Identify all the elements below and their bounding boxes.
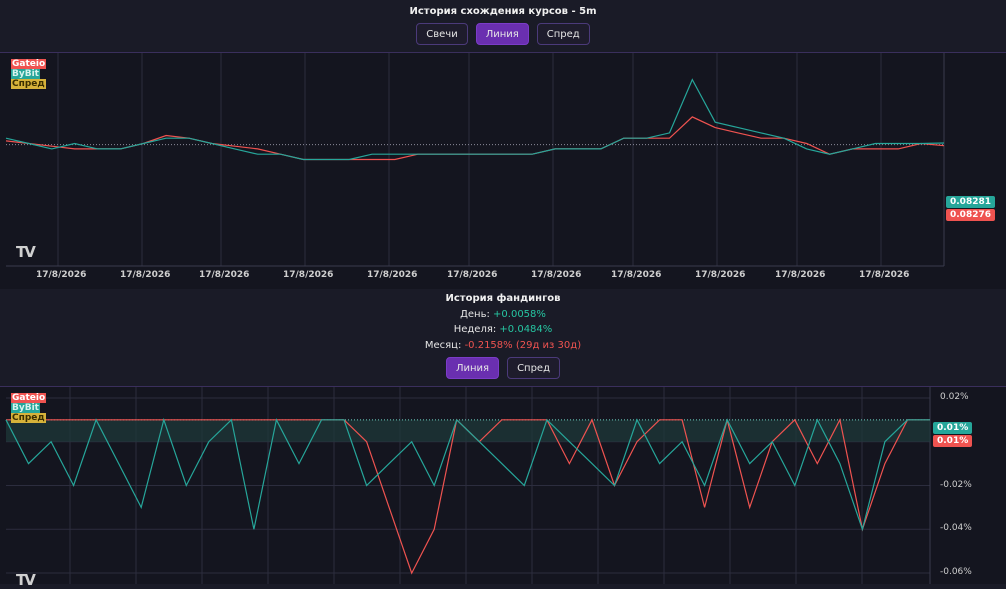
funding-week-label: Неделя: bbox=[453, 324, 497, 335]
funding-month-label: Месяц: bbox=[424, 340, 462, 351]
funding-legend-spread: Спред bbox=[11, 413, 46, 423]
funding-y-tick: -0.02% bbox=[940, 479, 972, 490]
legend-bybit: ByBit bbox=[11, 69, 40, 79]
rates-x-tick: 17/8/2026 bbox=[531, 270, 582, 280]
rates-x-tick: 17/8/2026 bbox=[199, 270, 250, 280]
funding-day-value: +0.0058% bbox=[493, 309, 546, 320]
funding-month: Месяц: -0.2158% (29д из 30д) bbox=[0, 340, 1006, 351]
funding-week: Неделя: +0.0484% bbox=[0, 324, 1006, 335]
funding-chart[interactable]: Gateio ByBit Спред 0.02%0%-0.02%-0.04%-0… bbox=[0, 386, 1006, 589]
funding-month-value: -0.2158% (29д из 30д) bbox=[464, 340, 582, 351]
tab-candles[interactable]: Свечи bbox=[416, 23, 468, 45]
rates-x-tick: 17/8/2026 bbox=[36, 270, 87, 280]
rates-chart-title: История схождения курсов - 5m bbox=[409, 6, 597, 17]
rates-chart-canvas[interactable] bbox=[0, 53, 1006, 289]
rates-x-tick: 17/8/2026 bbox=[611, 270, 662, 280]
legend-spread: Спред bbox=[11, 79, 46, 89]
rates-x-tick: 17/8/2026 bbox=[859, 270, 910, 280]
tab-line[interactable]: Линия bbox=[475, 23, 529, 45]
funding-week-value: +0.0484% bbox=[499, 324, 553, 335]
rates-x-tick: 17/8/2026 bbox=[447, 270, 498, 280]
funding-tradingview-logo: TV bbox=[16, 571, 36, 589]
funding-legend-gateio: Gateio bbox=[11, 393, 47, 403]
bybit-last-price: 0.08281 bbox=[946, 196, 995, 208]
rates-chart-tabs: Свечи Линия Спред bbox=[0, 23, 1006, 45]
rates-series-gateio bbox=[5, 116, 945, 161]
funding-y-tick: -0.06% bbox=[940, 567, 972, 578]
tradingview-logo: TV bbox=[16, 243, 36, 261]
rates-x-tick: 17/8/2026 bbox=[120, 270, 171, 280]
funding-legend-bybit: ByBit bbox=[11, 403, 40, 413]
rates-x-tick: 17/8/2026 bbox=[283, 270, 334, 280]
rates-legend: Gateio ByBit Спред bbox=[11, 59, 47, 89]
rates-x-tick: 17/8/2026 bbox=[695, 270, 746, 280]
rates-chart[interactable]: Gateio ByBit Спред 0.08281 0.08276 TV 17… bbox=[0, 52, 1006, 289]
funding-tabs: Линия Спред bbox=[0, 357, 1006, 379]
funding-bybit-last: 0.01% bbox=[933, 422, 973, 434]
gateio-last-price: 0.08276 bbox=[946, 209, 995, 221]
rates-x-tick: 17/8/2026 bbox=[367, 270, 418, 280]
legend-gateio: Gateio bbox=[11, 59, 47, 69]
rates-series-bybit bbox=[5, 78, 945, 161]
funding-legend: Gateio ByBit Спред bbox=[11, 393, 47, 423]
funding-tab-spread[interactable]: Спред bbox=[507, 357, 560, 379]
funding-gateio-last: 0.01% bbox=[933, 435, 973, 447]
funding-series-bybit bbox=[5, 417, 930, 532]
tab-spread[interactable]: Спред bbox=[536, 23, 590, 45]
funding-y-tick: 0.02% bbox=[940, 391, 969, 402]
funding-chart-canvas[interactable] bbox=[0, 387, 1006, 584]
rates-x-tick: 17/8/2026 bbox=[775, 270, 826, 280]
funding-day: День: +0.0058% bbox=[0, 309, 1006, 320]
funding-y-tick: -0.04% bbox=[940, 523, 972, 534]
funding-title: История фандингов bbox=[445, 293, 561, 304]
funding-tab-line[interactable]: Линия bbox=[445, 357, 500, 379]
funding-day-label: День: bbox=[460, 309, 490, 320]
